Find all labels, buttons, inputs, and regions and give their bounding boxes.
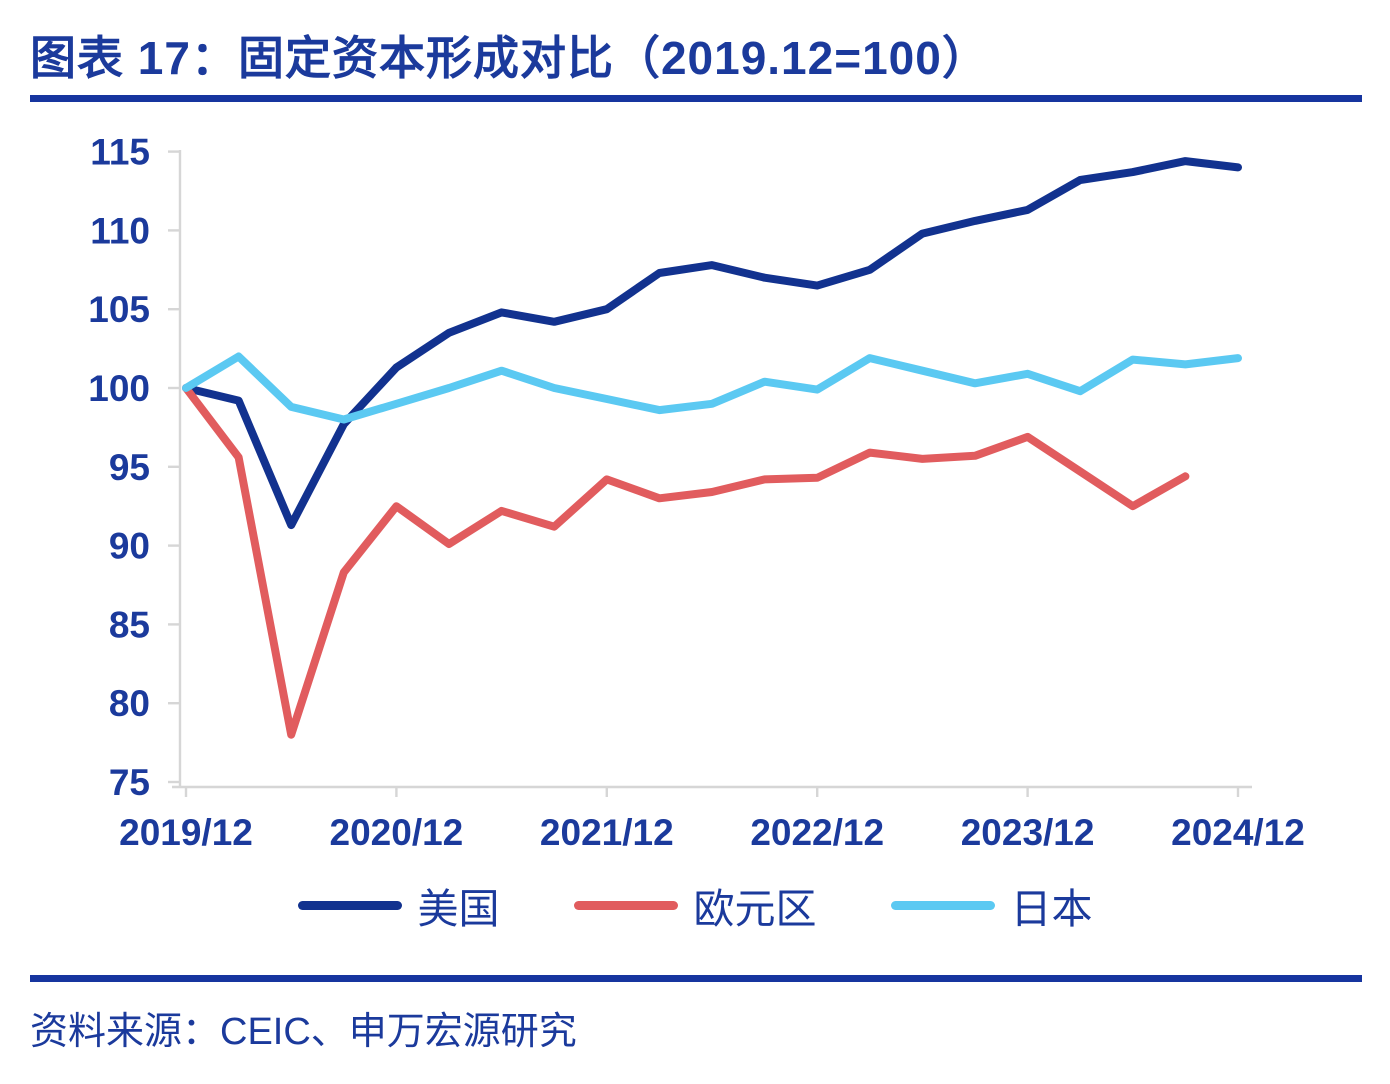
us-line (182, 157, 1242, 530)
x-tick-label: 2024/12 (1171, 812, 1305, 853)
eurozone-line-swatch (573, 900, 678, 910)
legend-label-eurozone: 欧元区 (693, 886, 817, 932)
x-tick-label: 2020/12 (330, 812, 464, 853)
footer-divider (30, 975, 1362, 982)
title-underline (30, 95, 1362, 102)
legend-item-japan: 日本 (890, 875, 1093, 935)
y-tick-label: 75 (109, 762, 150, 803)
y-tick-label: 115 (90, 132, 150, 173)
legend-label-japan: 日本 (1010, 886, 1093, 932)
y-tick-label: 85 (109, 604, 150, 645)
legend-item-eurozone: 欧元区 (573, 875, 817, 935)
us-line-swatch (297, 900, 402, 910)
x-tick-label: 2021/12 (540, 812, 674, 853)
x-tick-label: 2023/12 (961, 812, 1095, 853)
source-note: 资料来源：CEIC、申万宏源研究 (30, 1011, 577, 1053)
y-tick-label: 100 (88, 368, 150, 409)
legend-label-us: 美国 (417, 886, 500, 932)
y-tick-label: 105 (88, 289, 150, 330)
legend-item-us: 美国 (297, 875, 500, 935)
line-chart: 75 80 85 90 95 100 105 110 115 2019/12 2020/12 2021… (88, 132, 1305, 853)
y-tick-label: 90 (109, 526, 150, 567)
y-tick-label: 80 (109, 683, 150, 724)
y-tick-label: 110 (90, 210, 150, 251)
japan-line-swatch (890, 900, 995, 910)
y-tick-label: 95 (109, 447, 150, 488)
x-tick-label: 2019/12 (119, 812, 253, 853)
chart-legend: 美国 欧元区 日本 (0, 870, 1390, 940)
eurozone-line (182, 384, 1190, 739)
japan-line (182, 352, 1242, 424)
x-tick-label: 2022/12 (750, 812, 884, 853)
figure-title: 图表 17：固定资本形成对比（2019.12=100） (30, 32, 989, 84)
